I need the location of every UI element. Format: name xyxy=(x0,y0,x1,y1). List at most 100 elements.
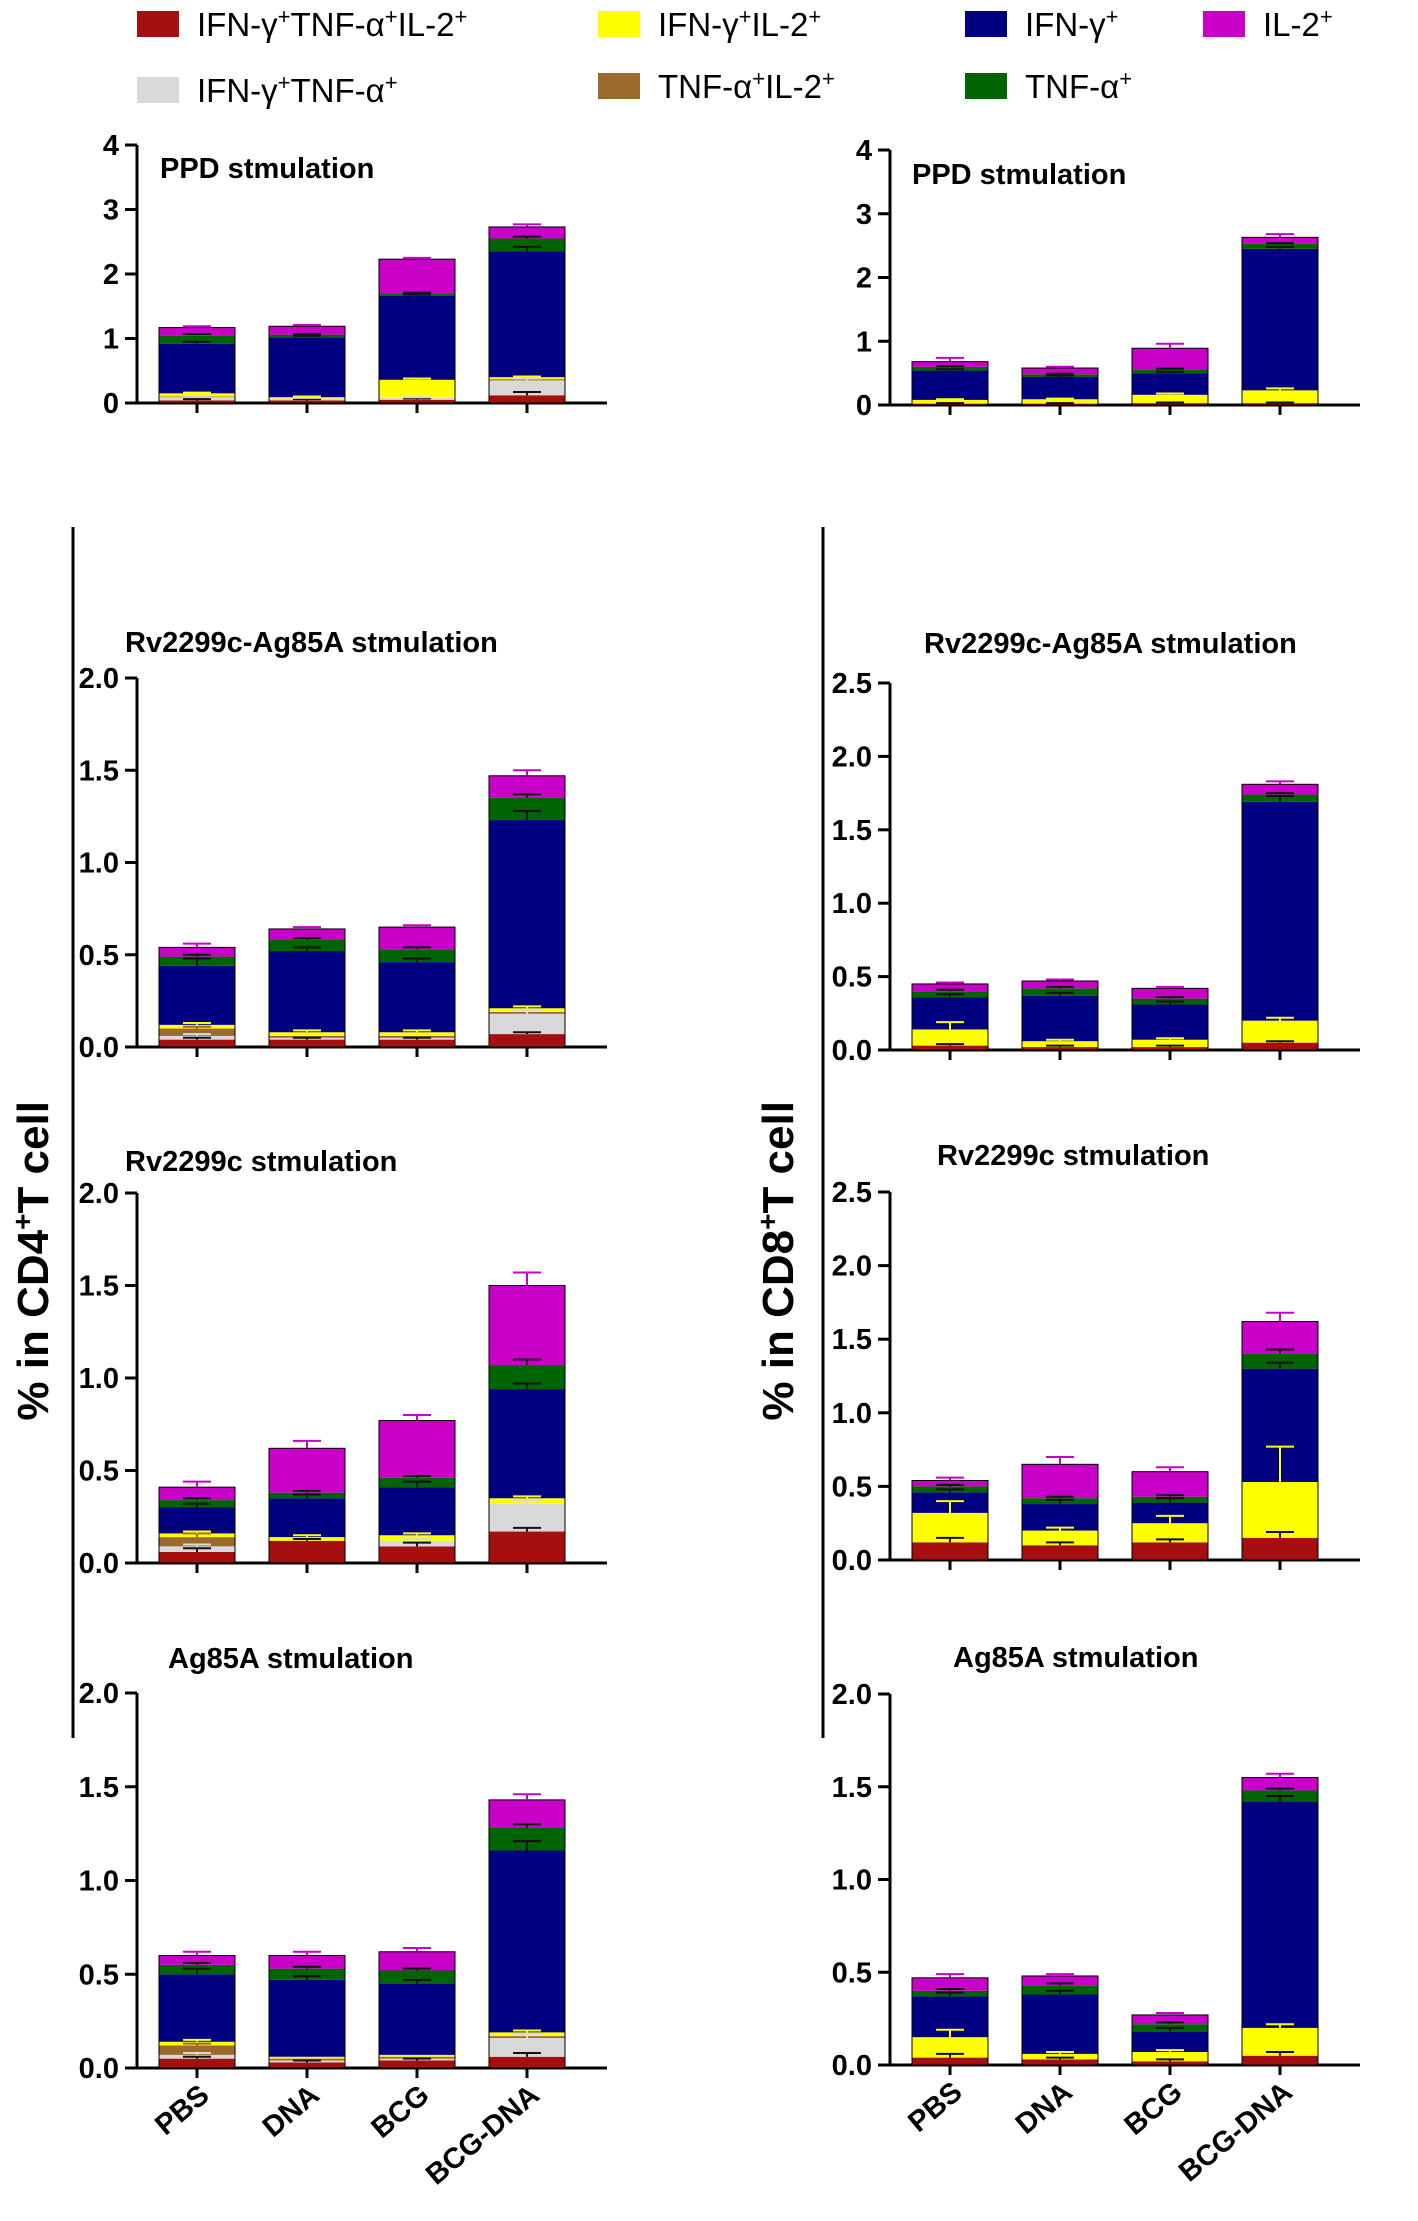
bar-segment-ifn-only xyxy=(1022,376,1098,400)
bar-segment-il2-only xyxy=(1022,1975,1098,1986)
bar-segment-il2-only xyxy=(912,1480,988,1487)
cd8-rv2299c-chart: Rv2299c stmulation 0.0 0.5 1.0 1.5 2.0 2.5 xyxy=(832,1140,1360,1577)
bar-segment-ifn-tnf xyxy=(489,380,565,396)
bar-segment-tnf-only xyxy=(379,1970,455,1984)
bar-segment-tnf-only xyxy=(489,797,565,821)
bar-segment-triple xyxy=(912,2057,988,2065)
bar-segment-triple xyxy=(269,400,345,403)
y-tick-label: 0.5 xyxy=(832,962,872,994)
bar-segment-triple xyxy=(379,1546,455,1563)
x-tick-label: BCG-DNA xyxy=(420,2079,546,2192)
bar-segment-ifn-only xyxy=(379,1983,455,2055)
y-tick-label: 2.5 xyxy=(832,1177,872,1209)
x-tick-label: DNA xyxy=(1010,2076,1079,2141)
y-tick-label: 1.0 xyxy=(832,888,872,920)
y-tick-label: 2.0 xyxy=(832,741,872,773)
x-tick-label: BCG xyxy=(366,2079,436,2145)
legend-swatch xyxy=(598,11,640,37)
legend-item-tnf-il2: TNF-α+IL-2+ xyxy=(598,64,835,108)
legend: IFN-γ+TNF-α+IL-2+ IFN-γ+IL-2+ IFN-γ+ IL-… xyxy=(0,0,1418,120)
bar-segment-ifn-only xyxy=(489,820,565,1009)
bar-segment-triple xyxy=(1022,403,1098,405)
chart-title: PPD stmulation xyxy=(160,153,374,185)
bar-segment-il2-only xyxy=(1132,348,1208,370)
bar-segment-ifn-only xyxy=(1022,1994,1098,2054)
bar-segment-ifn-only xyxy=(269,1979,345,2057)
y-tick-label: 1.5 xyxy=(79,755,119,787)
bar-segment-ifn-only xyxy=(1132,373,1208,395)
bar-segment-triple xyxy=(489,1034,565,1047)
bar-segment-il2-only xyxy=(159,327,235,336)
y-tick-label: 2 xyxy=(103,259,119,291)
bar-segment-il2-only xyxy=(269,326,345,335)
y-tick-label: 2.5 xyxy=(832,668,872,700)
chart-title: Rv2299c stmulation xyxy=(937,1140,1209,1172)
legend-swatch xyxy=(1203,11,1245,37)
bar-segment-ifn-only xyxy=(912,370,988,400)
bar-segment-ifn-il2 xyxy=(379,1032,455,1036)
bar-segment-tnf-only xyxy=(269,939,345,952)
bar-segment-ifn-il2 xyxy=(1022,399,1098,404)
cd4-rv2299c-ag85a-chart: Rv2299c-Ag85A stmulation 0.0 0.5 1.0 1.5 2.0 xyxy=(79,627,607,1064)
bar-segment-il2-only xyxy=(1022,368,1098,375)
bar-segment-tnf-only xyxy=(489,238,565,252)
y-tick-label: 1.0 xyxy=(832,1398,872,1430)
bar-segment-triple xyxy=(1242,1537,1318,1560)
bar-segment-il2-only xyxy=(1022,981,1098,989)
bar-segment-triple xyxy=(1242,403,1318,405)
bar-segment-ifn-only xyxy=(159,965,235,1025)
cd8-rv2299c-ag85a-chart: Rv2299c-Ag85A stmulation 0.0 0.5 1.0 1.5 2.0 2… xyxy=(832,628,1360,1067)
y-tick-label: 1.0 xyxy=(79,1866,119,1898)
y-tick-label: 0.0 xyxy=(832,1545,872,1577)
bar-segment-triple xyxy=(269,1039,345,1047)
bar-segment-ifn-only xyxy=(269,951,345,1033)
y-tick-label: 2.0 xyxy=(79,663,119,695)
chart-title: PPD stmulation xyxy=(912,159,1126,191)
y-tick-label: 0.5 xyxy=(79,940,119,972)
bar-segment-tnf-il2 xyxy=(159,1537,235,1547)
bar-segment-triple xyxy=(379,399,455,403)
bar-segment-il2-only xyxy=(1242,237,1318,244)
bar-segment-ifn-only xyxy=(1242,1801,1318,2028)
bar-segment-tnf-only xyxy=(1242,1353,1318,1369)
bar-segment-ifn-il2 xyxy=(1132,1523,1208,1543)
cd8-ppd-chart: PPD stmulation 0 1 2 3 4 xyxy=(856,135,1360,422)
y-tick-label: 1.5 xyxy=(832,1324,872,1356)
bar-segment-triple xyxy=(912,1542,988,1560)
bar-segment-triple xyxy=(159,1551,235,1563)
y-tick-label: 0.5 xyxy=(79,1456,119,1488)
bar-segment-ifn-only xyxy=(269,1498,345,1538)
bar-segment-triple xyxy=(379,1039,455,1047)
bar-segment-il2-only xyxy=(159,1487,235,1501)
legend-item-ifn-tnf: IFN-γ+TNF-α+ xyxy=(137,68,398,112)
bar-segment-il2-only xyxy=(159,947,235,957)
bar-segment-triple xyxy=(159,2058,235,2068)
bar-segment-triple xyxy=(1132,403,1208,405)
bar-segment-il2-only xyxy=(1132,988,1208,999)
y-tick-label: 1 xyxy=(103,324,119,356)
legend-swatch xyxy=(965,11,1007,37)
bar-segment-ifn-only xyxy=(489,251,565,378)
bar-segment-il2-only xyxy=(379,259,455,294)
legend-swatch xyxy=(137,77,179,103)
bar-segment-ifn-il2 xyxy=(1022,1041,1098,1048)
legend-label: TNF-α+ xyxy=(1025,66,1133,105)
bar-segment-ifn-only xyxy=(379,962,455,1033)
bar-segment-triple xyxy=(379,2060,455,2068)
bar-segment-il2-only xyxy=(912,1977,988,1991)
bar-segment-ifn-il2 xyxy=(1132,1039,1208,1048)
bar-segment-ifn-il2 xyxy=(379,379,455,398)
bar-segment-ifn-only xyxy=(159,1974,235,2042)
y-tick-label: 2.0 xyxy=(832,1679,872,1711)
bar-segment-tnf-only xyxy=(159,335,235,344)
chart-title: Rv2299c-Ag85A stmulation xyxy=(125,627,498,659)
bar-segment-triple xyxy=(1022,1047,1098,1050)
bar-segment-ifn-il2 xyxy=(269,2056,345,2059)
bar-segment-ifn-il2 xyxy=(1022,1530,1098,1546)
bar-segment-ifn-il2 xyxy=(1242,1481,1318,1538)
bar-segment-ifn-il2 xyxy=(1242,1020,1318,1043)
bar-segment-il2-only xyxy=(489,775,565,798)
bar-segment-triple xyxy=(1022,2059,1098,2065)
legend-label: IFN-γ+TNF-α+IL-2+ xyxy=(197,4,468,43)
